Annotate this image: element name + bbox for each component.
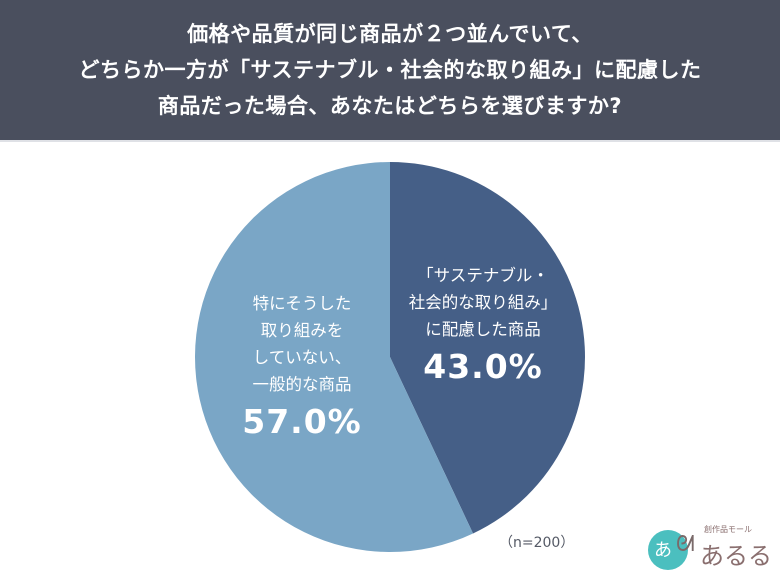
pie-slice-general — [195, 162, 474, 552]
slice-label-line: 社会的な取り組み」 — [408, 293, 558, 312]
slice-label-line: に配慮した商品 — [425, 320, 541, 339]
slice-percent: 57.0% — [242, 402, 362, 441]
logo-circle-icon — [648, 530, 688, 570]
chart-title-banner: 価格や品質が同じ商品が２つ並んでいて、 どちらか一方が「サステナブル・社会的な取… — [0, 0, 780, 140]
brand-logo: あ ᘛ 創作品モール あるる — [648, 522, 772, 577]
header-divider — [0, 140, 780, 142]
logo-mark: あ — [654, 540, 672, 561]
slice-label-line: していない、 — [252, 348, 352, 367]
title-line-3: 商品だった場合、あなたはどちらを選びますか? — [157, 94, 623, 118]
slice-percent: 43.0% — [423, 347, 543, 386]
logo-tagline: 創作品モール — [704, 525, 752, 534]
title-line-2: どちらか一方が「サステナブル・社会的な取り組み」に配慮した — [78, 58, 702, 82]
sample-size-note: （n=200） — [499, 535, 575, 551]
slice-label-line: 特にそうした — [252, 294, 352, 313]
logo-name: あるる — [700, 542, 772, 570]
slice-label-line: 取り組みを — [260, 321, 344, 340]
slice-label-line: 一般的な商品 — [252, 375, 352, 394]
slice-label-sustainable: 「サステナブル・ 社会的な取り組み」 に配慮した商品 43.0% — [398, 262, 568, 391]
slice-label-general: 特にそうした 取り組みを していない、 一般的な商品 57.0% — [222, 290, 382, 446]
pie-slice-sustainable — [390, 162, 585, 534]
title-line-1: 価格や品質が同じ商品が２つ並んでいて、 — [187, 22, 593, 46]
rabbit-icon: ᘛ — [676, 532, 695, 557]
slice-label-line: 「サステナブル・ — [417, 266, 549, 285]
